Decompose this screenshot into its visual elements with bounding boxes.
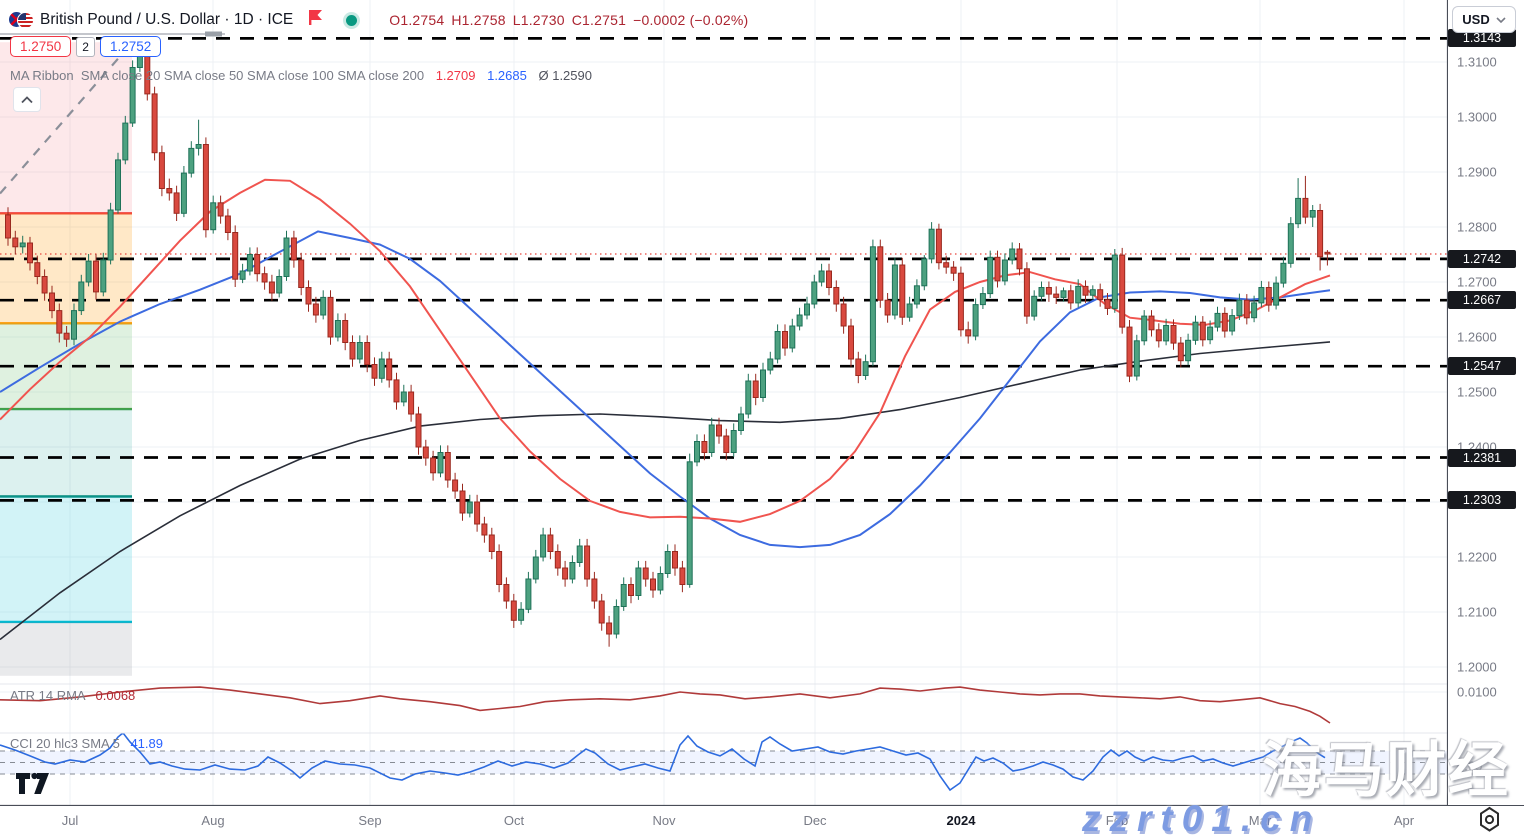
ma-ribbon-label: MA Ribbon xyxy=(10,68,74,83)
price-axis-label: 1.3000 xyxy=(1457,109,1497,125)
ma-ribbon-value-blue: 1.2685 xyxy=(487,68,527,83)
cci-indicator-legend[interactable]: CCI 20 hlc3 SMA 5 41.89 xyxy=(10,736,163,751)
market-status-dot-icon[interactable] xyxy=(346,14,358,26)
price-level-badge: 1.2303 xyxy=(1448,491,1516,510)
alert-count-pill[interactable]: 2 xyxy=(76,36,95,57)
cci-axis-label: 0.00 xyxy=(1457,758,1483,773)
ma-ribbon-legend[interactable]: MA Ribbon SMA close 20 SMA close 50 SMA … xyxy=(10,68,592,83)
chevron-up-icon xyxy=(21,95,33,103)
price-axis-label: 1.2800 xyxy=(1457,219,1497,235)
price-level-badge: 1.3143 xyxy=(1448,29,1516,48)
price-level-badge: 1.2667 xyxy=(1448,291,1516,310)
cci-pane xyxy=(0,733,1447,792)
time-axis-label: Nov xyxy=(652,813,676,828)
time-axis-label: Sep xyxy=(358,813,382,828)
price-level-badge: 1.2742 xyxy=(1448,249,1516,268)
time-axis-label: Jul xyxy=(61,813,79,828)
atr-label: ATR 14 RMA xyxy=(10,688,85,703)
time-axis-label: Feb xyxy=(1105,813,1129,828)
price-level-badge: 1.2547 xyxy=(1448,357,1516,376)
symbol-legend[interactable]: British Pound / U.S. Dollar · 1D · ICE O… xyxy=(8,8,755,32)
alert-price-pill-blue[interactable]: 1.2752 xyxy=(99,36,162,57)
time-axis-label: Apr xyxy=(1393,813,1415,828)
atr-value: 0.0068 xyxy=(95,688,136,703)
atr-indicator-legend[interactable]: ATR 14 RMA 0.0068 xyxy=(10,688,135,703)
alert-line-handle xyxy=(205,31,222,37)
currency-dropdown-value: USD xyxy=(1462,12,1490,27)
red-flag-icon[interactable] xyxy=(307,9,324,31)
alert-price-pill-red[interactable]: 1.2750 xyxy=(10,36,72,57)
tradingview-logo-icon[interactable] xyxy=(16,772,53,800)
time-axis[interactable]: Jul Aug Sep Oct Nov Dec 2024 Feb Mar Apr xyxy=(0,806,1524,836)
key-levels xyxy=(0,37,1447,502)
atr-pane xyxy=(0,686,1331,724)
chevron-down-icon xyxy=(1496,16,1506,23)
price-axis-label: 1.2100 xyxy=(1457,604,1497,620)
symbol-title[interactable]: British Pound / U.S. Dollar · 1D · ICE xyxy=(40,11,294,28)
price-level-badge: 1.2381 xyxy=(1448,448,1516,467)
collapse-legend-button[interactable] xyxy=(13,87,41,112)
time-axis-label: Oct xyxy=(503,813,525,828)
cci-label: CCI 20 hlc3 SMA 5 xyxy=(10,736,120,751)
currency-pair-flag-icon xyxy=(8,10,34,30)
time-axis-label: Dec xyxy=(803,813,827,828)
price-axis[interactable]: 1.3100 1.3000 1.2900 1.2800 1.2700 1.2600 1.25… xyxy=(1448,0,1524,805)
candlesticks xyxy=(5,38,1331,647)
price-axis-label: 1.2600 xyxy=(1457,329,1497,345)
price-axis-label: 1.2700 xyxy=(1457,274,1497,290)
price-axis-label: 1.2900 xyxy=(1457,164,1497,180)
ohlc-open: O1.2754 xyxy=(389,12,445,28)
cci-value: 41.89 xyxy=(130,736,163,751)
ma-ribbon-value-red: 1.2709 xyxy=(435,68,476,83)
time-axis-label: Mar xyxy=(1248,813,1272,828)
time-axis-label: 2024 xyxy=(946,813,976,828)
atr-axis-label: 0.0100 xyxy=(1457,684,1497,700)
ohlc-high: H1.2758 xyxy=(451,12,506,28)
gridlines xyxy=(0,0,1447,805)
price-axis-label: 1.2000 xyxy=(1457,659,1497,675)
alert-price-pills: 1.2750 2 1.2752 xyxy=(10,36,162,57)
ma-ribbon-params: SMA close 20 SMA close 50 SMA close 100 … xyxy=(80,68,425,83)
ohlc-change: −0.0002 (−0.02%) xyxy=(633,12,749,28)
price-axis-label: 1.2200 xyxy=(1457,549,1497,565)
currency-dropdown[interactable]: USD xyxy=(1452,6,1516,33)
price-axis-label: 1.2500 xyxy=(1457,384,1497,400)
moving-averages xyxy=(0,178,1331,641)
ohlc-close: C1.2751 xyxy=(571,12,627,28)
gear-icon[interactable] xyxy=(1476,806,1503,836)
price-axis-label: 1.3100 xyxy=(1457,54,1497,70)
ma-ribbon-value-avg: Ø 1.2590 xyxy=(538,68,592,83)
time-axis-label: Aug xyxy=(201,813,225,828)
ohlc-readout: O1.2754 H1.2758 L1.2730 C1.2751 −0.0002 (−0.… xyxy=(389,12,755,28)
ohlc-low: L1.2730 xyxy=(512,12,565,28)
supply-demand-bands xyxy=(0,42,132,676)
